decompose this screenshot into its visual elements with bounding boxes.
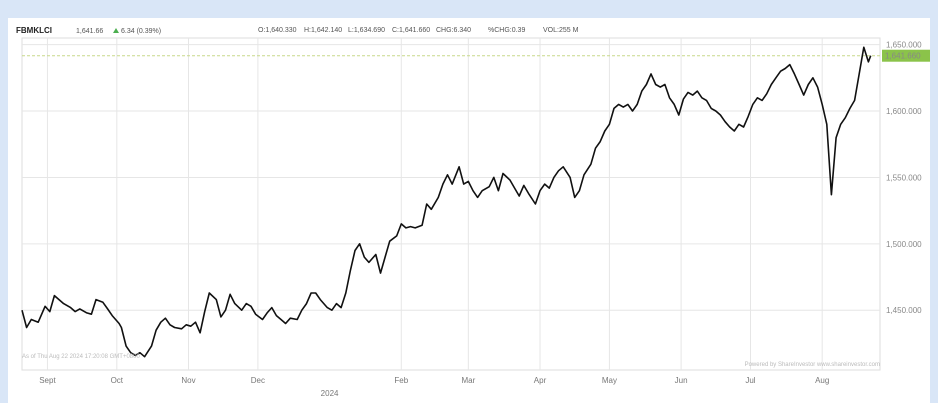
chart-svg: FBMKLCI 1,641.66 6.34 (0.39%) O:1,640.33… xyxy=(16,26,930,398)
change-label: 6.34 (0.39%) xyxy=(121,28,161,35)
low-label: L:1,634.690 xyxy=(348,27,385,34)
last-value-badge: 1,641.660 xyxy=(882,49,930,62)
high-label: H:1,642.140 xyxy=(304,27,342,34)
x-tick-label: Jun xyxy=(675,376,688,385)
x-axis: Sept Oct Nov Dec 2024 Feb Mar Apr May Jun Jul Aug xyxy=(39,376,829,398)
x-tick-label: May xyxy=(602,376,617,385)
x-tick-label: Sept xyxy=(39,376,56,385)
price-label: 1,641.66 xyxy=(76,28,103,35)
y-tick-label: 1,450.000 xyxy=(886,306,922,315)
x-tick-label: 2024 xyxy=(321,389,339,398)
y-tick-label: 1,600.000 xyxy=(886,107,922,116)
x-tick-label: Feb xyxy=(394,376,408,385)
close-label: C:1,641.660 xyxy=(392,27,430,34)
chart-header: FBMKLCI 1,641.66 6.34 (0.39%) O:1,640.33… xyxy=(16,26,579,35)
series-line xyxy=(21,46,872,358)
chart-frame: FBMKLCI 1,641.66 6.34 (0.39%) O:1,640.33… xyxy=(8,18,930,403)
open-label: O:1,640.330 xyxy=(258,27,297,34)
chg-label: CHG:6.340 xyxy=(436,27,471,34)
y-tick-label: 1,550.000 xyxy=(886,173,922,182)
plot-border xyxy=(21,37,881,371)
pct-chg-label: %CHG:0.39 xyxy=(488,27,525,34)
x-tick-label: Jul xyxy=(745,376,755,385)
as-of-note: As of Thu Aug 22 2024 17:20:08 GMT+0800 xyxy=(22,354,140,360)
x-tick-label: Dec xyxy=(251,376,265,385)
last-value-text: 1,641.660 xyxy=(885,52,921,61)
x-tick-label: Nov xyxy=(181,376,195,385)
grid-layer xyxy=(21,37,881,371)
powered-by-note: Powered by ShareInvestor www.shareinvest… xyxy=(745,362,880,368)
y-tick-label: 1,500.000 xyxy=(886,240,922,249)
x-tick-label: Apr xyxy=(534,376,547,385)
volume-label: VOL:255 M xyxy=(543,27,579,34)
x-tick-label: Mar xyxy=(461,376,475,385)
x-tick-label: Aug xyxy=(815,376,829,385)
symbol-label: FBMKLCI xyxy=(16,26,52,35)
y-tick-label: 1,650.000 xyxy=(886,41,922,50)
y-axis: 1,450.000 1,500.000 1,550.000 1,600.000 1,65… xyxy=(886,41,922,316)
up-arrow-icon xyxy=(113,28,119,33)
x-tick-label: Oct xyxy=(111,376,124,385)
